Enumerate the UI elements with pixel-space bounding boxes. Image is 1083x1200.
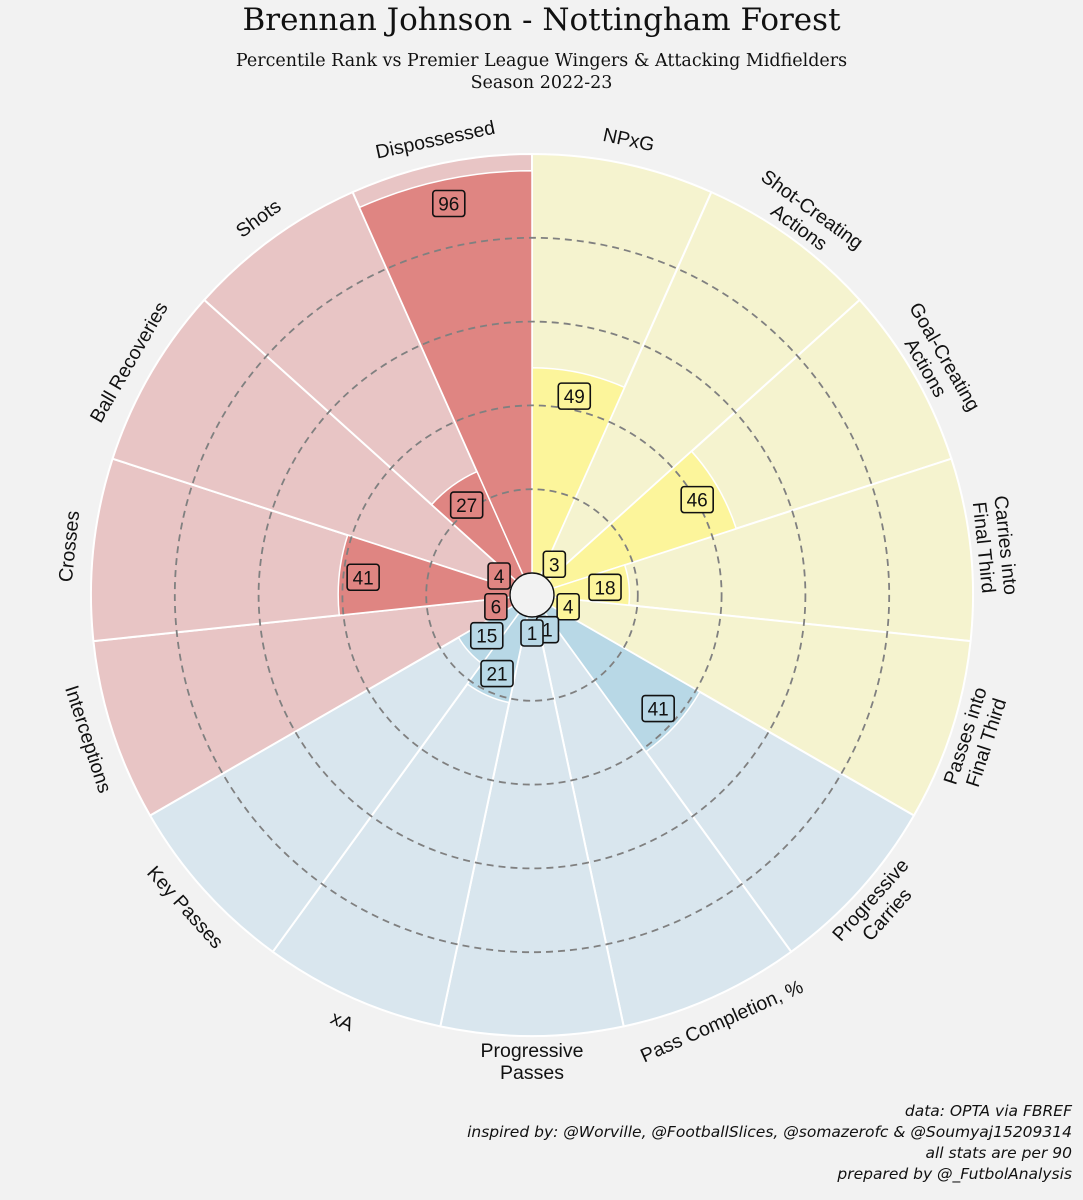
svg-text:41: 41 — [648, 700, 669, 721]
value-label-progressive-passes: 1 — [520, 619, 544, 647]
svg-text:21: 21 — [486, 665, 507, 686]
svg-text:4: 4 — [563, 598, 574, 619]
grid-ring-20 — [425, 488, 639, 702]
category-label-carries-into-final-third: Carries intoFinal Third — [967, 495, 1021, 599]
value-label-progressive-carries: 41 — [641, 694, 675, 723]
svg-text:15: 15 — [476, 627, 497, 648]
svg-text:4: 4 — [494, 567, 505, 588]
svg-text:6: 6 — [491, 598, 502, 619]
category-label-xa: xA — [327, 1007, 357, 1036]
credits-inspired-by: inspired by: @Worville, @FootballSlices,… — [467, 1123, 1072, 1141]
value-label-ball-recoveries: 4 — [487, 562, 511, 590]
value-label-dispossessed: 96 — [431, 189, 466, 218]
chart-subtitle: Percentile Rank vs Premier League Winger… — [235, 51, 848, 71]
grid-ring-80 — [173, 236, 891, 954]
value-label-carries-into-final-third: 18 — [588, 573, 622, 602]
svg-text:96: 96 — [438, 195, 459, 216]
gridlines — [173, 236, 891, 954]
category-label-progressive-passes: Progressive Passes — [481, 1040, 584, 1084]
svg-text:46: 46 — [687, 491, 708, 512]
category-label-crosses: Crosses — [55, 509, 84, 583]
svg-text:18: 18 — [594, 578, 615, 599]
value-labels: 49 3 46 18 4 41 11 21 15 6 41 4 27 96 — [346, 189, 714, 723]
category-label-npxg: NPxG — [601, 124, 656, 156]
svg-text:3: 3 — [549, 555, 560, 576]
value-label-goal-creating-actions: 46 — [680, 485, 714, 514]
grid-ring-40 — [341, 404, 723, 786]
svg-text:27: 27 — [456, 496, 477, 517]
credits-prepared-by: prepared by @_FutbolAnalysis — [837, 1165, 1072, 1183]
value-label-npxg: 49 — [557, 382, 592, 410]
value-label-interceptions: 6 — [484, 592, 508, 621]
chart-title: Brennan Johnson - Nottingham Forest — [242, 2, 841, 38]
credits-data-source: data: OPTA via FBREF — [904, 1102, 1072, 1120]
chart-season: Season 2022-23 — [470, 73, 613, 93]
value-label-xa: 21 — [480, 659, 514, 688]
value-label-passes-into-final-third: 4 — [556, 592, 580, 621]
value-label-crosses: 41 — [346, 563, 380, 592]
center-hole — [509, 572, 555, 618]
credits-note: all stats are per 90 — [925, 1144, 1072, 1162]
svg-text:1: 1 — [542, 621, 553, 642]
svg-text:49: 49 — [564, 387, 585, 408]
background-wedges — [90, 152, 974, 1037]
svg-text:1: 1 — [527, 624, 538, 645]
svg-text:41: 41 — [353, 568, 374, 589]
credits-block: data: OPTA via FBREF inspired by: @Worvi… — [467, 1101, 1072, 1185]
grid-ring-60 — [257, 320, 807, 870]
value-label-key-passes: 15 — [469, 621, 504, 650]
value-label-shots: 27 — [449, 491, 484, 519]
value-label-shot-creating-actions: 3 — [542, 550, 567, 579]
